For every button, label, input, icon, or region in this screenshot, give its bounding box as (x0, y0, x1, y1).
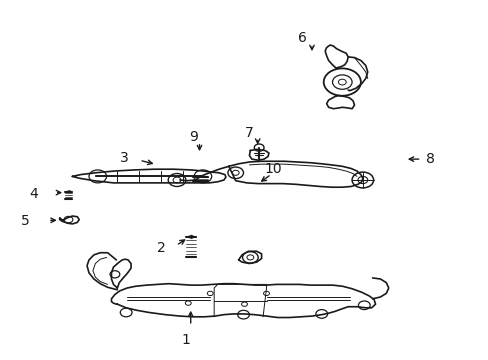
Polygon shape (185, 235, 195, 239)
Text: 5: 5 (21, 215, 30, 228)
Text: 10: 10 (264, 162, 281, 176)
Text: 7: 7 (244, 126, 253, 140)
Text: 2: 2 (157, 242, 165, 255)
Polygon shape (65, 190, 72, 193)
Text: 1: 1 (181, 333, 190, 347)
Text: 4: 4 (29, 188, 38, 201)
Text: 8: 8 (425, 152, 434, 166)
Text: 9: 9 (188, 130, 197, 144)
Text: 3: 3 (120, 152, 129, 165)
Text: 6: 6 (297, 31, 306, 45)
